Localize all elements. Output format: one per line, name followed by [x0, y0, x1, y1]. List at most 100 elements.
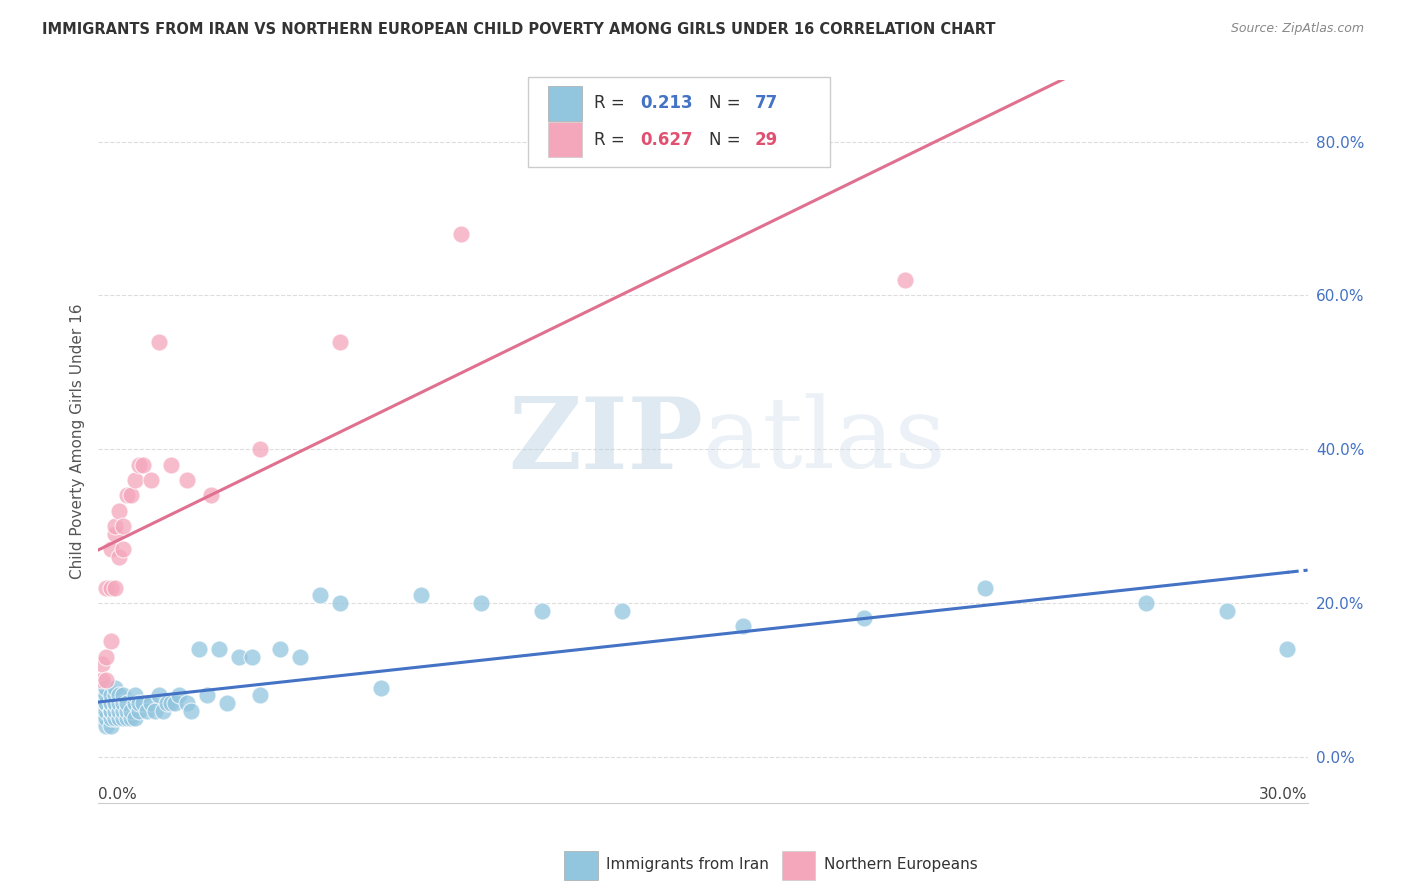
- Point: [530, 604, 553, 618]
- Point: [96, 681, 118, 695]
- Point: [228, 649, 250, 664]
- Text: 0.0%: 0.0%: [98, 788, 138, 802]
- Point: [176, 473, 198, 487]
- FancyBboxPatch shape: [782, 851, 815, 880]
- Point: [124, 696, 146, 710]
- Point: [148, 334, 170, 349]
- Point: [163, 696, 186, 710]
- Point: [370, 681, 392, 695]
- Point: [1277, 642, 1299, 657]
- Text: atlas: atlas: [703, 393, 946, 490]
- Point: [100, 704, 122, 718]
- Point: [100, 688, 122, 702]
- Point: [111, 519, 134, 533]
- Point: [156, 696, 179, 710]
- Point: [96, 711, 118, 725]
- Point: [96, 688, 118, 702]
- Point: [96, 673, 118, 687]
- Text: Northern Europeans: Northern Europeans: [824, 856, 977, 871]
- Point: [217, 696, 239, 710]
- Point: [103, 711, 125, 725]
- Point: [148, 688, 170, 702]
- Point: [111, 542, 134, 557]
- Point: [128, 458, 150, 472]
- Point: [103, 696, 125, 710]
- Point: [91, 696, 114, 710]
- Point: [249, 442, 271, 457]
- Text: Immigrants from Iran: Immigrants from Iran: [606, 856, 769, 871]
- Point: [893, 273, 915, 287]
- Point: [91, 657, 114, 672]
- Point: [120, 711, 142, 725]
- Text: 30.0%: 30.0%: [1260, 788, 1308, 802]
- Point: [249, 688, 271, 702]
- Point: [115, 488, 138, 502]
- Point: [91, 696, 114, 710]
- FancyBboxPatch shape: [548, 122, 582, 157]
- Point: [132, 458, 155, 472]
- Point: [143, 704, 166, 718]
- Point: [176, 696, 198, 710]
- Point: [103, 681, 125, 695]
- Point: [103, 696, 125, 710]
- Point: [96, 696, 118, 710]
- Point: [100, 704, 122, 718]
- Text: 77: 77: [755, 95, 779, 112]
- Point: [107, 704, 129, 718]
- Point: [115, 696, 138, 710]
- Point: [195, 688, 218, 702]
- Point: [111, 688, 134, 702]
- FancyBboxPatch shape: [548, 86, 582, 120]
- Point: [733, 619, 755, 633]
- Point: [111, 704, 134, 718]
- Point: [107, 549, 129, 564]
- Point: [167, 688, 190, 702]
- Point: [853, 611, 876, 625]
- Point: [128, 704, 150, 718]
- Point: [111, 696, 134, 710]
- Point: [91, 673, 114, 687]
- FancyBboxPatch shape: [527, 77, 830, 167]
- Text: R =: R =: [595, 130, 630, 149]
- Point: [115, 711, 138, 725]
- Point: [91, 688, 114, 702]
- Point: [974, 581, 997, 595]
- Point: [103, 581, 125, 595]
- Point: [409, 588, 432, 602]
- Point: [100, 634, 122, 648]
- Point: [208, 642, 231, 657]
- Point: [100, 719, 122, 733]
- Point: [96, 704, 118, 718]
- Text: ZIP: ZIP: [508, 393, 703, 490]
- Point: [1135, 596, 1157, 610]
- Point: [128, 696, 150, 710]
- Point: [124, 711, 146, 725]
- Point: [103, 704, 125, 718]
- Point: [139, 696, 162, 710]
- Point: [96, 696, 118, 710]
- Text: IMMIGRANTS FROM IRAN VS NORTHERN EUROPEAN CHILD POVERTY AMONG GIRLS UNDER 16 COR: IMMIGRANTS FROM IRAN VS NORTHERN EUROPEA…: [42, 22, 995, 37]
- Point: [100, 581, 122, 595]
- Point: [103, 688, 125, 702]
- Point: [124, 688, 146, 702]
- Text: R =: R =: [595, 95, 630, 112]
- Point: [107, 696, 129, 710]
- Point: [329, 334, 352, 349]
- Point: [100, 542, 122, 557]
- Point: [100, 696, 122, 710]
- Point: [612, 604, 634, 618]
- Point: [96, 719, 118, 733]
- Text: 29: 29: [755, 130, 779, 149]
- Point: [200, 488, 222, 502]
- Text: Source: ZipAtlas.com: Source: ZipAtlas.com: [1230, 22, 1364, 36]
- Point: [309, 588, 332, 602]
- Point: [139, 473, 162, 487]
- Point: [100, 711, 122, 725]
- Point: [120, 488, 142, 502]
- Point: [470, 596, 492, 610]
- Y-axis label: Child Poverty Among Girls Under 16: Child Poverty Among Girls Under 16: [69, 304, 84, 579]
- Text: N =: N =: [709, 95, 747, 112]
- Point: [100, 696, 122, 710]
- Point: [450, 227, 472, 241]
- Point: [152, 704, 174, 718]
